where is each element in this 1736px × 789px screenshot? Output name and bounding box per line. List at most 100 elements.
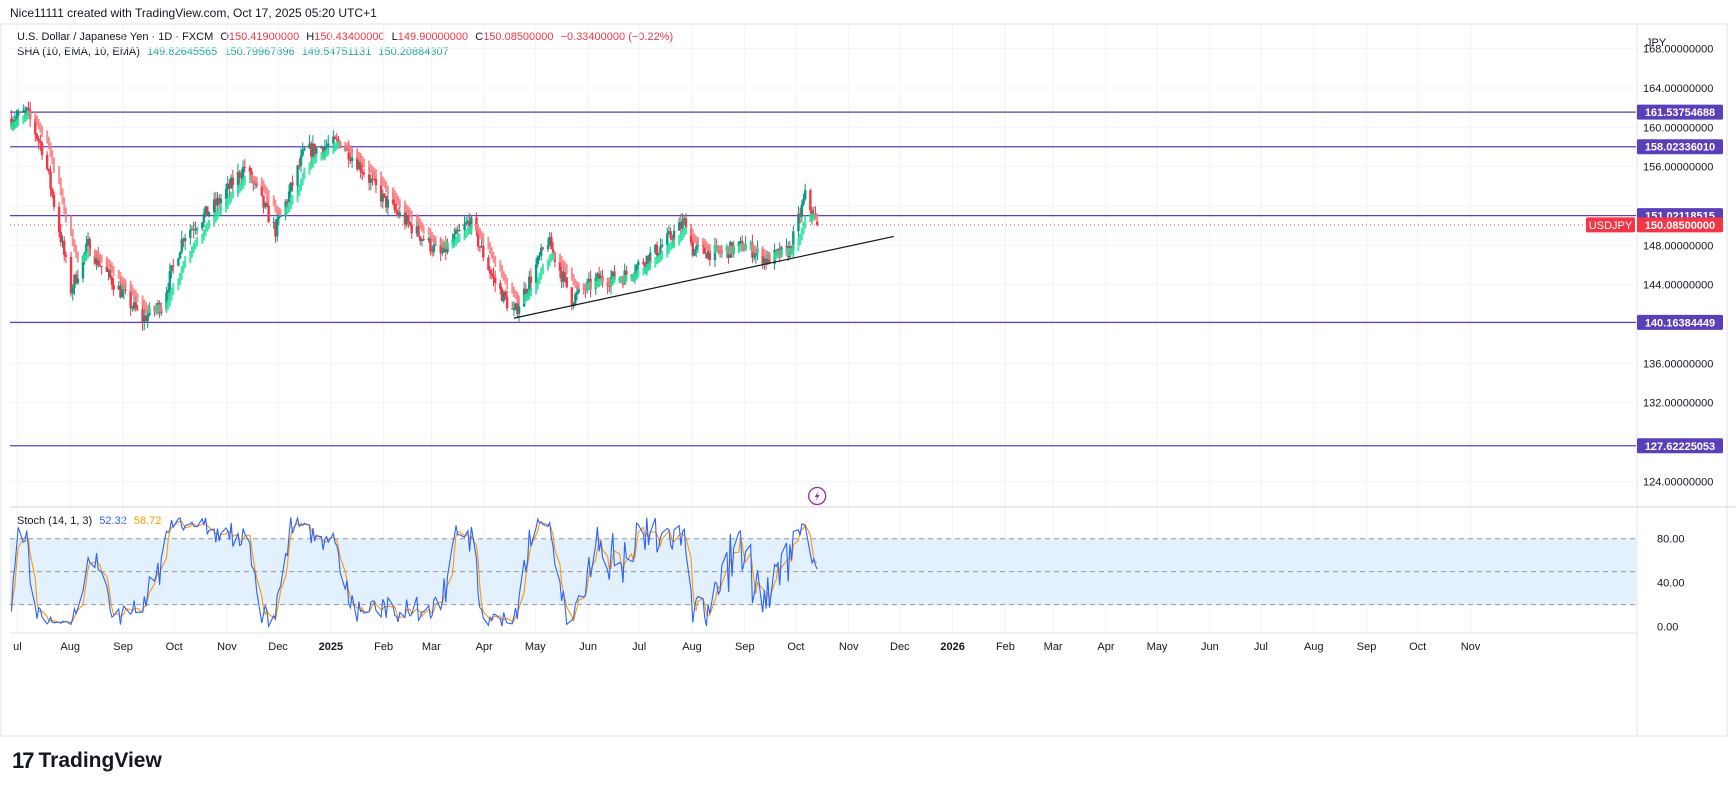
level-price-label-bg bbox=[1637, 438, 1723, 454]
candle-body bbox=[468, 220, 471, 229]
candle-body bbox=[51, 188, 54, 195]
sha-candle bbox=[529, 287, 532, 297]
x-tick-label: 2025 bbox=[319, 641, 343, 653]
candle-body bbox=[200, 222, 204, 229]
candle-body bbox=[546, 245, 550, 249]
open-value: 150.41900000 bbox=[228, 31, 300, 43]
sha-candle bbox=[703, 238, 706, 248]
sha-candle bbox=[335, 141, 338, 150]
sha-candle bbox=[526, 292, 529, 301]
sha-candle bbox=[601, 277, 604, 285]
ticker-tag-bg bbox=[1586, 217, 1635, 233]
candle-body bbox=[301, 150, 304, 156]
sha-candle bbox=[395, 192, 398, 203]
sha-candle bbox=[202, 229, 205, 241]
high-label: H bbox=[306, 31, 315, 43]
candle-body bbox=[202, 213, 206, 223]
candle-body bbox=[454, 229, 458, 235]
sha-candle bbox=[453, 239, 456, 248]
candle-body bbox=[262, 195, 265, 208]
sha-candle bbox=[654, 257, 657, 268]
high-value: 150.43400000 bbox=[314, 31, 385, 43]
sha-candle bbox=[267, 190, 270, 203]
sha-candle bbox=[434, 235, 437, 244]
sha-candle bbox=[632, 273, 635, 282]
sha-candle bbox=[765, 250, 768, 259]
sha-candle bbox=[240, 182, 243, 191]
sha-candle bbox=[741, 243, 744, 251]
sha-candle bbox=[73, 239, 76, 252]
sha-candle bbox=[656, 256, 659, 265]
x-tick-label: Jul bbox=[632, 641, 646, 653]
sha-candle bbox=[422, 224, 425, 234]
tradingview-logo[interactable]: 17 TradingView bbox=[12, 748, 162, 774]
stoch-y-tick-label: 80.00 bbox=[1657, 534, 1685, 546]
candle-body bbox=[98, 265, 102, 267]
sha-candle bbox=[347, 142, 350, 153]
candle-body bbox=[482, 245, 485, 258]
sha-candle bbox=[458, 233, 461, 243]
candle-body bbox=[577, 288, 580, 293]
candle-body bbox=[792, 231, 795, 251]
sha-candle bbox=[265, 187, 268, 197]
sha-candle bbox=[242, 178, 245, 190]
x-tick-label: Dec bbox=[890, 641, 910, 653]
sha-candle bbox=[625, 274, 628, 283]
sha-candle bbox=[589, 281, 592, 290]
sha-candle bbox=[536, 277, 539, 290]
sha-candle bbox=[264, 184, 267, 195]
sha-candle bbox=[606, 277, 609, 286]
candle-body bbox=[677, 222, 681, 231]
candle-body bbox=[635, 265, 638, 273]
sha-candle bbox=[489, 242, 492, 255]
candle-body bbox=[37, 138, 40, 142]
x-tick-label: Mar bbox=[1044, 641, 1063, 653]
candle-body bbox=[76, 278, 80, 283]
candle-body bbox=[248, 167, 252, 172]
sha-candle bbox=[719, 245, 722, 254]
sha-candle bbox=[238, 183, 241, 193]
sha-candle bbox=[753, 244, 756, 254]
sha-candle bbox=[548, 254, 551, 267]
change-value: −0.33400000 (−0.22%) bbox=[560, 31, 674, 43]
sha-candle bbox=[562, 260, 565, 269]
sha-candle bbox=[368, 160, 371, 171]
sha-candle bbox=[47, 136, 50, 150]
candle-body bbox=[129, 290, 132, 309]
candle-body bbox=[548, 236, 551, 246]
x-tick-label: Mar bbox=[422, 641, 441, 653]
sha-candle bbox=[715, 245, 718, 253]
candle-body bbox=[333, 136, 337, 139]
sha-candle bbox=[59, 177, 62, 196]
candle-body bbox=[206, 206, 209, 216]
candle-body bbox=[95, 254, 98, 264]
candle-body bbox=[645, 255, 649, 268]
candle-body bbox=[647, 255, 650, 264]
candle-body bbox=[349, 159, 352, 162]
candle-body bbox=[405, 215, 408, 225]
candle-body bbox=[487, 257, 490, 270]
sha-candle bbox=[112, 265, 115, 277]
sha-candle bbox=[201, 233, 204, 244]
candle-body bbox=[190, 228, 194, 231]
candle-body bbox=[204, 206, 207, 214]
sha-candle bbox=[514, 290, 517, 299]
candle-body bbox=[27, 107, 30, 110]
tradingview-brand: TradingView bbox=[38, 749, 162, 772]
candle-body bbox=[764, 258, 768, 265]
sha-candle bbox=[410, 210, 413, 221]
candle-body bbox=[231, 177, 235, 186]
candle-body bbox=[667, 231, 671, 234]
sha-candle bbox=[95, 251, 98, 259]
sha-candle bbox=[230, 191, 233, 203]
sha-candle bbox=[13, 121, 16, 130]
candle-body bbox=[45, 154, 49, 169]
sha-candle bbox=[541, 263, 544, 275]
candle-body bbox=[39, 141, 42, 144]
sha-candle bbox=[180, 266, 183, 280]
candle-body bbox=[611, 271, 614, 278]
sha-candle bbox=[167, 299, 170, 310]
sha-candle bbox=[809, 213, 812, 223]
chart-frame bbox=[0, 23, 1728, 737]
